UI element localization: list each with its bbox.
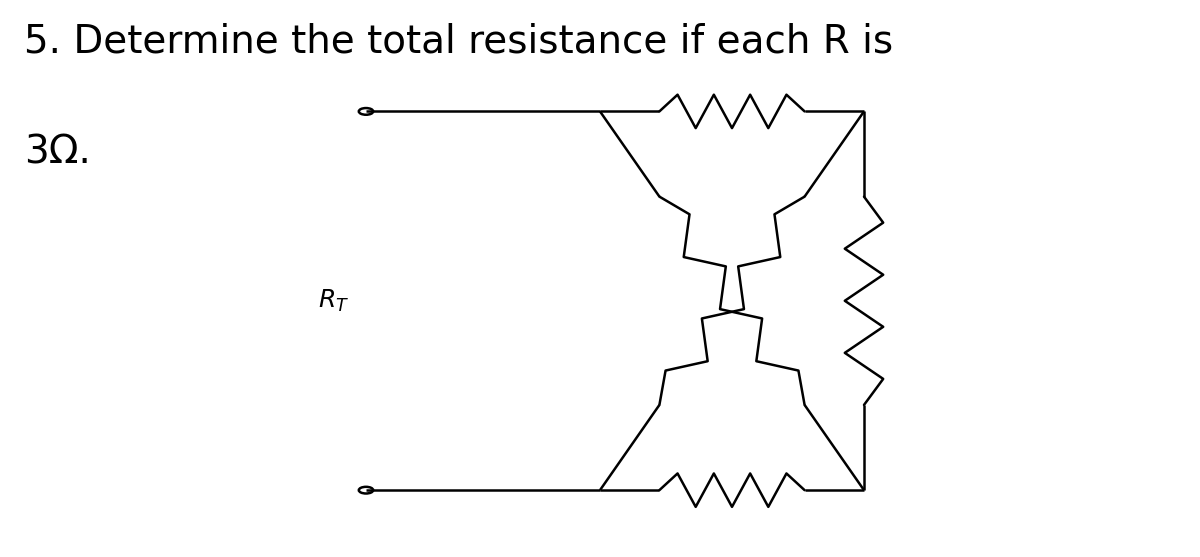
Text: 3Ω.: 3Ω. xyxy=(24,134,91,172)
Text: 5. Determine the total resistance if each R is: 5. Determine the total resistance if eac… xyxy=(24,22,893,60)
Text: $R_T$: $R_T$ xyxy=(318,287,349,314)
